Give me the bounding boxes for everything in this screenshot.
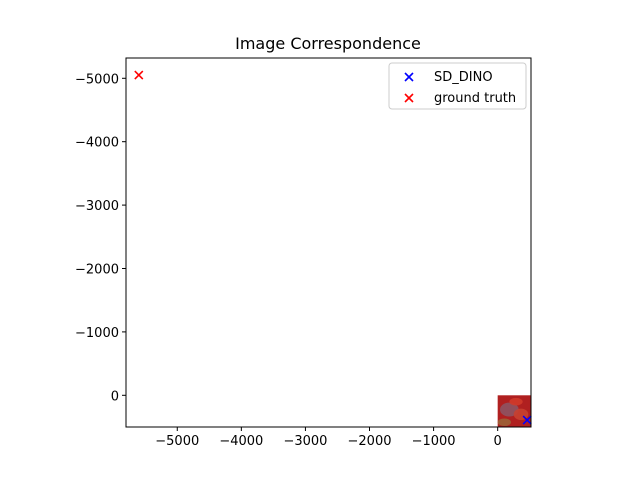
x-tick-label: −3000 xyxy=(283,434,327,449)
y-axis: −5000 −4000 −3000 −2000 −1000 0 xyxy=(75,72,126,404)
data-point-ground-truth xyxy=(134,70,144,80)
image-patch xyxy=(497,418,512,427)
marker-stroke xyxy=(522,415,532,425)
x-tick-label: 0 xyxy=(494,434,502,449)
legend-label: SD_DINO xyxy=(434,70,493,85)
data-point-sd-dino xyxy=(522,415,532,425)
y-tick-label: −4000 xyxy=(75,136,119,151)
x-axis: −5000 −4000 −3000 −2000 −1000 0 xyxy=(155,427,502,449)
y-tick-label: 0 xyxy=(111,389,119,404)
x-tick-label: −2000 xyxy=(348,434,392,449)
legend-marker xyxy=(404,93,414,103)
x-tick-label: −1000 xyxy=(412,434,456,449)
x-tick-label: −5000 xyxy=(155,434,199,449)
y-tick-label: −5000 xyxy=(75,72,119,87)
y-tick-label: −3000 xyxy=(75,199,119,214)
image-patch xyxy=(509,397,523,406)
legend-label: ground truth xyxy=(434,91,516,106)
x-tick-label: −4000 xyxy=(219,434,263,449)
marker-stroke xyxy=(404,72,414,82)
background-image-thumbnail xyxy=(497,395,531,427)
marker-stroke xyxy=(134,70,144,80)
marker-stroke xyxy=(404,93,414,103)
y-tick-label: −2000 xyxy=(75,262,119,277)
legend-marker xyxy=(404,72,414,82)
plot-frame xyxy=(125,57,532,428)
chart-title: Image Correspondence xyxy=(235,34,421,53)
data-points xyxy=(134,70,532,425)
legend-box xyxy=(388,62,527,110)
y-tick-label: −1000 xyxy=(75,326,119,341)
